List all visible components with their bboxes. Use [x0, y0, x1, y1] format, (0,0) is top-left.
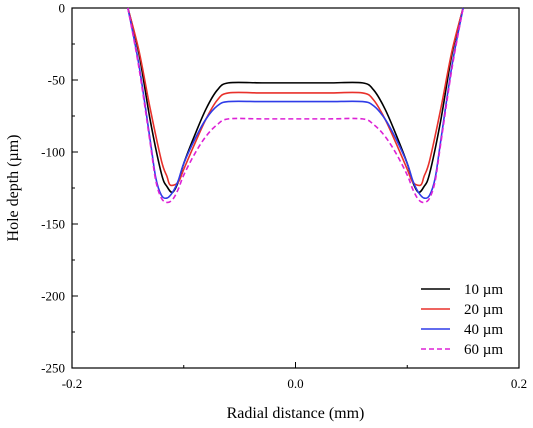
y-tick-label: 0: [59, 1, 66, 16]
y-tick-label: -250: [41, 361, 65, 376]
series-line-4: [127, 7, 464, 204]
series-line-1: [127, 7, 464, 194]
y-tick-label: -150: [41, 217, 65, 232]
series-layer: [127, 7, 464, 204]
axis-ticks: -0.2 0.0 0.2 0 -50 -100 -150 -200 -250: [41, 1, 527, 392]
series-line-2: [127, 7, 464, 187]
legend-label-4: 60 µm: [464, 342, 503, 358]
y-tick-label: -200: [41, 289, 65, 304]
legend-label-1: 10 µm: [464, 282, 503, 298]
y-axis-label: Hole depth (µm): [5, 135, 22, 242]
legend: 10 µm 20 µm 40 µm 60 µm: [421, 282, 503, 358]
y-tick-label: -100: [41, 145, 65, 160]
y-tick-label: -50: [48, 73, 65, 88]
legend-label-3: 40 µm: [464, 322, 503, 338]
legend-label-2: 20 µm: [464, 302, 503, 318]
x-tick-label: 0.0: [287, 376, 303, 391]
x-tick-label: 0.2: [511, 376, 527, 391]
x-axis-label: Radial distance (mm): [227, 405, 365, 422]
x-tick-label: -0.2: [62, 376, 83, 391]
series-line-3: [127, 7, 464, 200]
